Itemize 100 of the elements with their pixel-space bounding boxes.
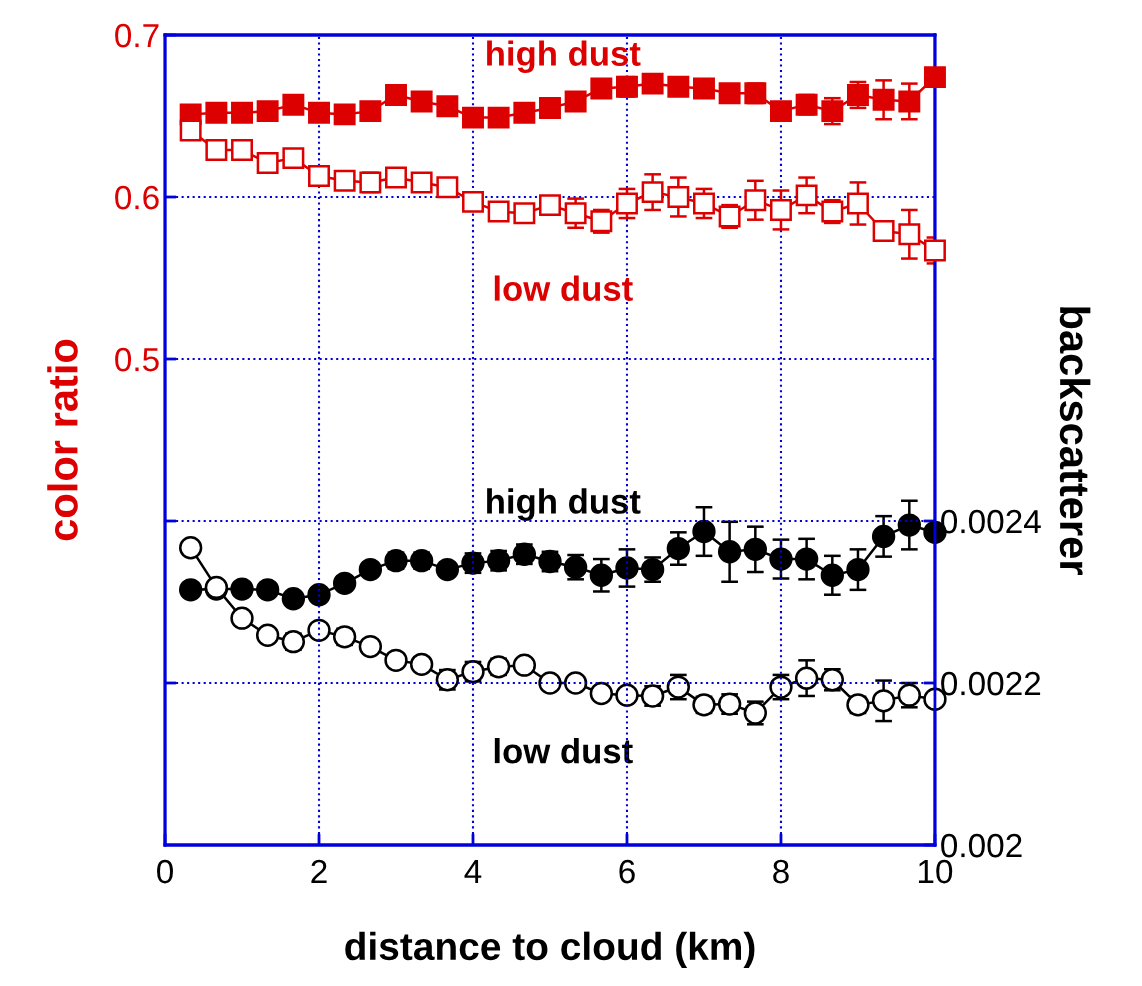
point (487, 200, 510, 223)
series-label: low dust (494, 275, 633, 301)
point (512, 653, 537, 677)
y-tick-label: 0.7 (115, 23, 159, 48)
point (178, 536, 203, 560)
point (564, 202, 587, 225)
point (513, 202, 536, 225)
point (666, 536, 690, 561)
point (564, 90, 587, 113)
point (794, 666, 819, 690)
point (409, 652, 434, 677)
x-tick-label: 8 (773, 859, 789, 884)
point (693, 192, 715, 215)
y2-axis-title: backscatterer (1059, 307, 1091, 575)
point (281, 587, 306, 611)
point (179, 119, 202, 142)
point (539, 96, 561, 119)
point (641, 181, 664, 204)
point (589, 563, 614, 587)
point (282, 147, 305, 170)
y2-tick-label: 0.0022 (941, 671, 1041, 696)
point (563, 671, 588, 695)
point (384, 648, 408, 672)
point (743, 537, 767, 562)
point (846, 557, 870, 582)
point (256, 152, 279, 174)
point (385, 166, 407, 189)
point (230, 606, 254, 630)
x-tick-label: 4 (464, 860, 482, 884)
point (539, 194, 561, 217)
point (230, 577, 254, 601)
point (410, 171, 433, 194)
point (359, 100, 382, 123)
point (358, 557, 383, 582)
point (846, 192, 869, 215)
point (718, 82, 741, 105)
point (795, 184, 818, 207)
point (872, 88, 895, 111)
point (462, 106, 484, 129)
point (615, 556, 639, 580)
point (487, 106, 510, 129)
point (667, 186, 690, 208)
y-tick-label: 0.5 (115, 347, 159, 372)
point (871, 689, 896, 713)
y2-tick-label: 0.002 (941, 833, 1022, 858)
point (641, 72, 664, 95)
point (333, 103, 356, 126)
point (897, 513, 921, 537)
point (436, 95, 459, 118)
point (589, 681, 614, 706)
point (538, 671, 562, 695)
point (717, 540, 742, 564)
point (462, 190, 484, 213)
point (256, 100, 279, 123)
point (513, 101, 536, 124)
series-label: high dust (487, 488, 641, 521)
point (898, 223, 921, 246)
point (436, 176, 459, 199)
point (616, 192, 638, 215)
point (255, 578, 280, 602)
point (205, 139, 228, 161)
point (308, 164, 330, 187)
series-label: low dust (494, 737, 633, 764)
point (308, 101, 330, 124)
point (307, 618, 331, 643)
point (794, 547, 819, 571)
point (667, 75, 690, 98)
point (333, 169, 356, 192)
point (282, 93, 305, 116)
point (358, 634, 383, 659)
point (898, 90, 921, 113)
point (923, 66, 946, 89)
point (693, 77, 715, 100)
x-tick-label: 6 (619, 859, 635, 884)
x-tick-label: 0 (157, 859, 173, 884)
point (923, 239, 946, 262)
x-tick-label: 2 (311, 859, 327, 884)
point (205, 101, 228, 124)
point (615, 683, 639, 707)
point (744, 189, 767, 212)
y-axis-title: color ratio (47, 339, 78, 541)
point (770, 100, 792, 123)
x-axis-title: distance to cloud (km) (345, 931, 755, 968)
point (769, 547, 793, 571)
point (307, 583, 331, 607)
point (872, 220, 895, 242)
point (590, 77, 613, 100)
series-label: high dust (487, 40, 641, 73)
point (178, 578, 203, 602)
point (820, 563, 844, 587)
y-tick-label: 0.6 (115, 185, 159, 210)
point (231, 139, 253, 161)
point (410, 90, 433, 113)
point (692, 519, 716, 544)
point (231, 101, 253, 124)
y2-tick-label: 0.0024 (941, 509, 1041, 534)
x-tick-label: 10 (918, 859, 953, 884)
point (255, 623, 280, 647)
point (871, 524, 896, 549)
point (385, 83, 407, 106)
